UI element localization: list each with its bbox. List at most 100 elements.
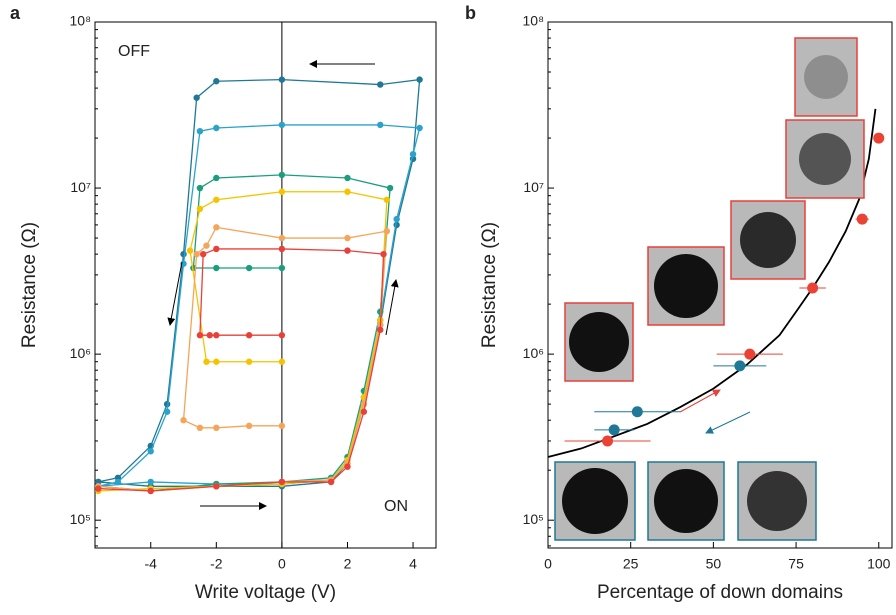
- marker: [200, 250, 207, 258]
- marker: [416, 76, 423, 83]
- marker: [344, 463, 351, 470]
- marker: [631, 406, 643, 418]
- marker: [213, 78, 220, 85]
- marker: [147, 487, 154, 495]
- marker: [856, 213, 868, 225]
- x-axis-title: Percentage of down domains: [597, 582, 843, 603]
- marker: [196, 184, 204, 192]
- marker: [196, 205, 204, 213]
- marker: [193, 94, 200, 101]
- marker: [602, 435, 614, 447]
- plot-frame: [547, 21, 893, 549]
- marker: [278, 76, 286, 83]
- y-tick-label: 10⁶: [523, 345, 544, 361]
- series-line: [98, 226, 388, 492]
- marker: [383, 227, 391, 235]
- marker: [213, 124, 220, 132]
- y-tick-label: 10⁷: [523, 179, 544, 195]
- x-tick-label: 2: [344, 556, 352, 572]
- marker: [377, 326, 384, 334]
- marker: [193, 250, 200, 258]
- marker: [380, 250, 387, 258]
- arrows: [167, 60, 751, 510]
- y-axis-title: Resistance (Ω): [479, 222, 500, 348]
- marker: [206, 332, 213, 339]
- y-tick-label: 10⁸: [70, 13, 92, 29]
- marker: [180, 250, 187, 258]
- marker: [360, 408, 368, 415]
- x-tick-label: 25: [623, 556, 639, 572]
- marker: [278, 478, 286, 486]
- marker: [147, 478, 154, 486]
- marker: [278, 332, 286, 339]
- marker: [409, 150, 417, 158]
- y-tick-label: 10⁸: [523, 13, 545, 29]
- x-tick-label: -2: [210, 556, 223, 572]
- series-line: [547, 108, 877, 458]
- marker: [245, 332, 253, 339]
- marker: [196, 332, 204, 339]
- marker: [245, 358, 253, 365]
- marker: [213, 224, 220, 231]
- marker: [278, 121, 286, 129]
- y-tick-label: 10⁶: [70, 345, 91, 361]
- marker: [245, 422, 253, 430]
- marker: [203, 358, 210, 365]
- marker: [807, 282, 819, 294]
- marker: [383, 196, 391, 203]
- marker: [114, 478, 122, 486]
- marker: [213, 332, 220, 339]
- marker: [147, 448, 154, 455]
- series-line: [98, 174, 391, 492]
- marker: [278, 245, 286, 253]
- y-axis-title: Resistance (Ω): [19, 222, 40, 348]
- marker: [213, 358, 220, 365]
- series-line: [98, 191, 388, 492]
- x-tick-label: 75: [788, 556, 804, 572]
- series-line: [98, 124, 421, 487]
- marker: [95, 478, 102, 486]
- marker: [95, 485, 102, 492]
- series-line: [98, 78, 421, 487]
- y-tick-label: 10⁵: [523, 511, 544, 527]
- marker: [873, 132, 885, 144]
- x-tick-label: 50: [706, 556, 722, 572]
- marker: [203, 242, 210, 249]
- marker: [180, 417, 187, 424]
- x-tick-label: 0: [544, 556, 552, 572]
- marker: [163, 408, 171, 415]
- marker: [245, 264, 253, 272]
- marker: [393, 215, 400, 223]
- marker: [377, 121, 384, 129]
- marker: [386, 184, 394, 192]
- marker: [744, 348, 756, 360]
- x-tick-label: -4: [145, 556, 158, 572]
- marker: [327, 478, 335, 486]
- plot-frame: [94, 21, 437, 549]
- plots: 10⁵ 10⁶ 10⁷ 10⁸ -4 -2 0 2 4 Write voltage (V) Resi…: [10, 3, 893, 603]
- marker: [186, 247, 194, 254]
- marker: [377, 81, 384, 88]
- marker: [213, 174, 220, 182]
- panel-label: a: [10, 3, 21, 23]
- panel-label: b: [465, 3, 476, 23]
- marker: [734, 360, 746, 372]
- marker: [278, 171, 286, 179]
- marker: [213, 424, 220, 432]
- marker: [608, 424, 620, 436]
- marker: [213, 245, 220, 253]
- annotation: ON: [384, 498, 408, 515]
- marker: [278, 234, 286, 242]
- marker: [213, 483, 220, 490]
- domain-images: [554, 37, 865, 541]
- marker: [213, 264, 220, 272]
- x-tick-label: 0: [278, 556, 286, 572]
- marker: [278, 264, 286, 272]
- y-tick-label: 10⁷: [70, 179, 91, 195]
- marker: [278, 358, 286, 365]
- marker: [344, 247, 351, 254]
- marker: [278, 188, 286, 195]
- marker: [344, 174, 351, 182]
- marker: [344, 188, 351, 195]
